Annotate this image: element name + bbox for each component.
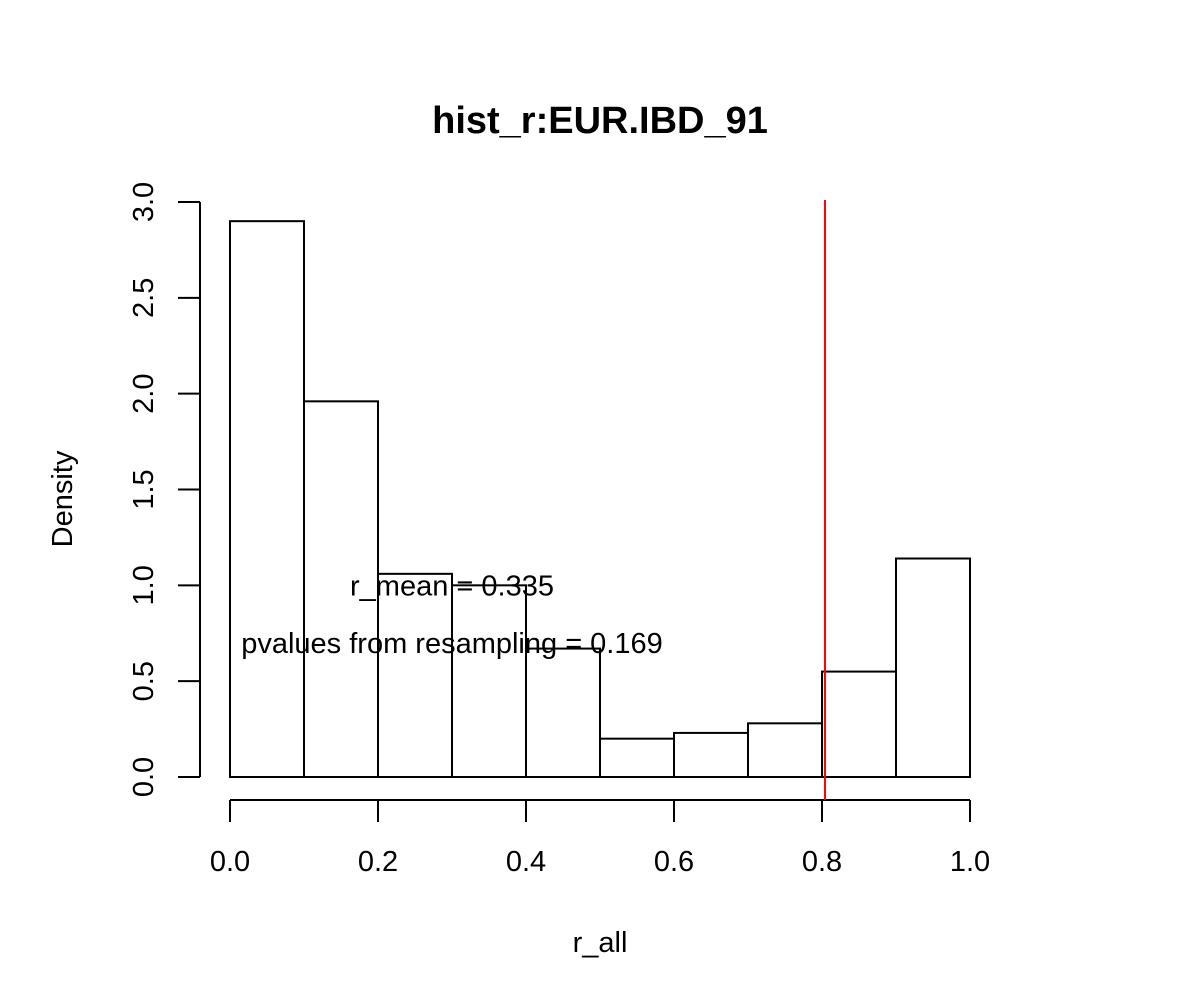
x-tick-label: 0.0 bbox=[210, 846, 250, 878]
histogram-bar bbox=[896, 559, 970, 778]
y-axis-label: Density bbox=[47, 450, 79, 547]
histogram-bar bbox=[452, 585, 526, 777]
histogram-bar bbox=[230, 221, 304, 777]
histogram-bar bbox=[378, 574, 452, 777]
histogram-bar bbox=[526, 649, 600, 777]
x-tick-label: 0.6 bbox=[654, 846, 694, 878]
annotation-text: r_mean = 0.335 bbox=[350, 570, 554, 602]
y-tick-label: 0.5 bbox=[128, 661, 160, 701]
x-tick-label: 0.4 bbox=[506, 846, 546, 878]
y-tick-label: 2.5 bbox=[128, 278, 160, 318]
y-tick-label: 1.0 bbox=[128, 565, 160, 605]
y-tick-label: 0.0 bbox=[128, 757, 160, 797]
y-tick-label: 3.0 bbox=[128, 182, 160, 222]
chart-title: hist_r:EUR.IBD_91 bbox=[432, 100, 768, 142]
annotation-text: pvalues from resampling = 0.169 bbox=[241, 628, 663, 660]
x-tick-label: 1.0 bbox=[950, 846, 990, 878]
y-tick-label: 1.5 bbox=[128, 469, 160, 509]
y-tick-label: 2.0 bbox=[128, 374, 160, 414]
histogram-bar bbox=[600, 739, 674, 777]
x-tick-label: 0.2 bbox=[358, 846, 398, 878]
histogram-bar bbox=[674, 733, 748, 777]
x-axis-label: r_all bbox=[573, 927, 628, 959]
x-tick-label: 0.8 bbox=[802, 846, 842, 878]
histogram-bar bbox=[822, 672, 896, 777]
histogram-bar bbox=[748, 723, 822, 777]
